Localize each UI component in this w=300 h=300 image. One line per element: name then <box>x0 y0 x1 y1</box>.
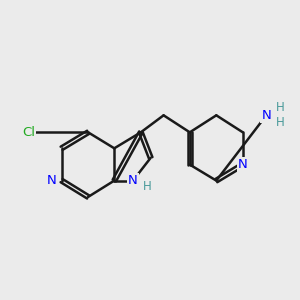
Text: N: N <box>261 109 271 122</box>
Text: H: H <box>143 180 152 193</box>
Text: H: H <box>275 101 284 114</box>
Text: N: N <box>47 174 57 187</box>
Text: N: N <box>128 174 138 187</box>
Text: N: N <box>238 158 248 171</box>
Text: H: H <box>275 116 284 129</box>
Text: Cl: Cl <box>22 126 35 139</box>
